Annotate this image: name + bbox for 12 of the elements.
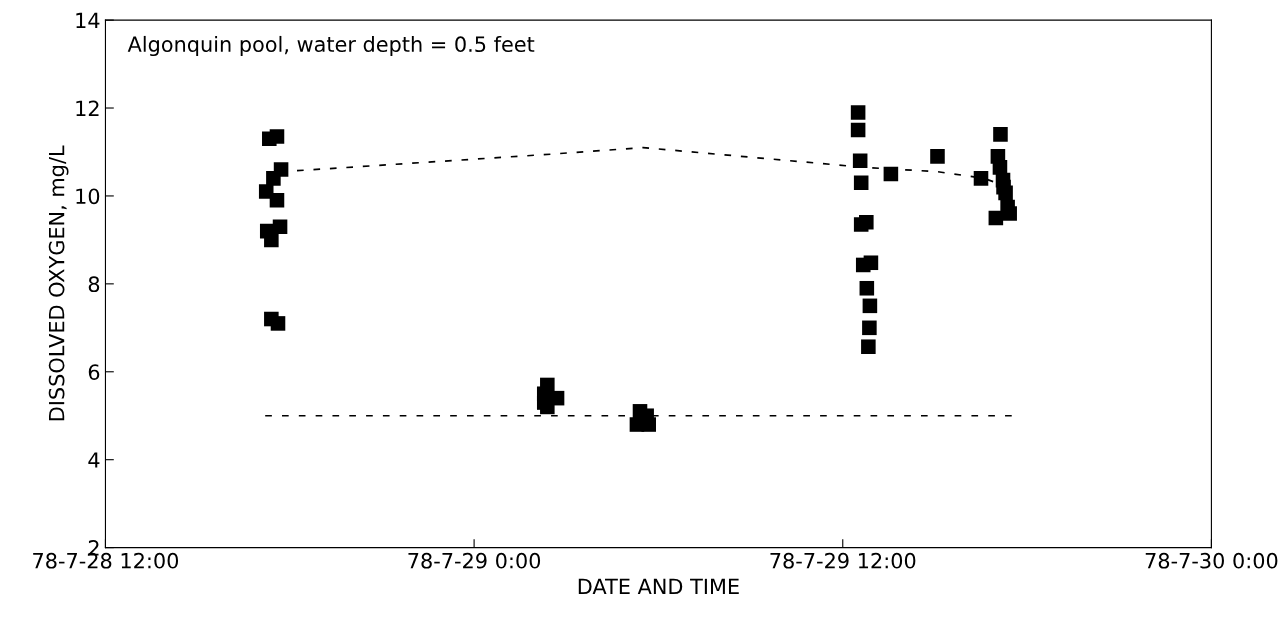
y-tick-label: 6 xyxy=(88,364,100,380)
y-tick-label: 4 xyxy=(88,452,100,468)
y-tick-label: 10 xyxy=(76,188,100,205)
y-axis-title: DISSOLVED OXYGEN, mg/L xyxy=(48,145,69,421)
x-tick-label: 78-7-29 0:00 xyxy=(408,552,541,569)
y-tick-label: 14 xyxy=(76,12,100,29)
x-tick-label: 78-7-30 0:00 xyxy=(1145,552,1278,569)
y-tick-label: 8 xyxy=(88,276,100,293)
x-tick-label: 78-7-29 12:00 xyxy=(770,552,916,569)
y-tick-label: 12 xyxy=(76,100,99,116)
annotation: Algonquin pool, water depth = 0.5 feet xyxy=(127,35,535,57)
x-axis-title: DATE AND TIME xyxy=(578,578,739,595)
